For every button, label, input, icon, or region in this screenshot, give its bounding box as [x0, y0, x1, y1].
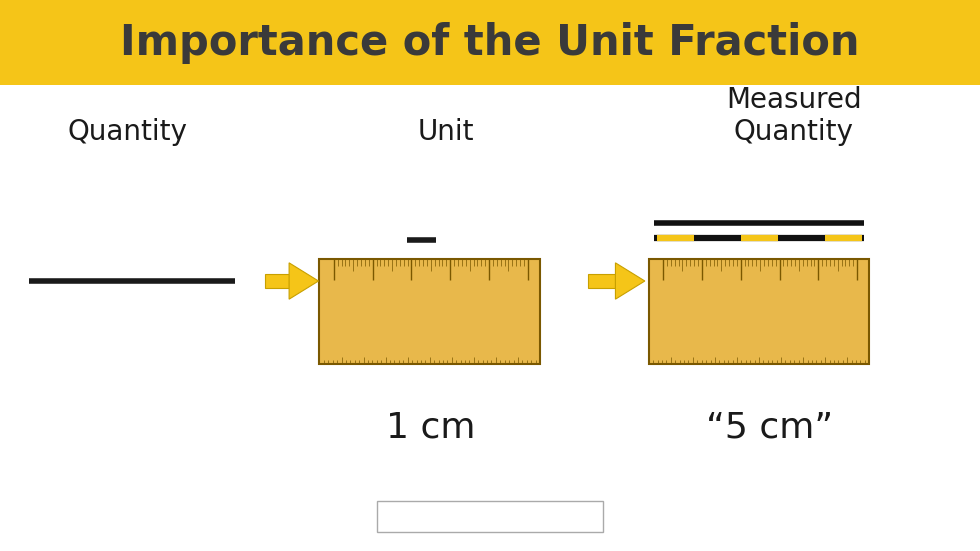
Polygon shape [265, 274, 289, 288]
Text: 1 cm: 1 cm [386, 410, 476, 444]
Text: 300: 300 [319, 338, 333, 344]
Text: 5: 5 [524, 287, 531, 296]
Circle shape [0, 3, 118, 69]
Polygon shape [588, 274, 615, 288]
Polygon shape [615, 263, 645, 299]
Text: 5: 5 [854, 287, 860, 296]
Polygon shape [289, 263, 318, 299]
Text: 1: 1 [369, 287, 375, 296]
Text: 1: 1 [699, 287, 705, 296]
Text: cm: cm [328, 287, 340, 295]
Text: 270: 270 [423, 338, 436, 344]
Text: 4: 4 [486, 287, 492, 296]
FancyBboxPatch shape [0, 0, 980, 85]
Text: 300: 300 [649, 338, 662, 344]
Text: “5 cm”: “5 cm” [706, 410, 833, 444]
Text: 260: 260 [458, 338, 471, 344]
Circle shape [862, 3, 980, 69]
FancyBboxPatch shape [649, 259, 869, 364]
Text: 3: 3 [776, 287, 783, 296]
Text: cm: cm [658, 287, 669, 295]
Text: 280: 280 [717, 338, 731, 344]
Text: Unit: Unit [417, 118, 474, 146]
Text: 270: 270 [753, 338, 765, 344]
Text: 250: 250 [492, 338, 506, 344]
Text: Measured
Quantity: Measured Quantity [726, 85, 861, 146]
Text: 290: 290 [683, 338, 697, 344]
Text: MAKE: MAKE [391, 512, 426, 522]
Text: 4: 4 [815, 287, 821, 296]
Text: 290: 290 [354, 338, 368, 344]
Text: MOMENTS.COM: MOMENTS.COM [490, 512, 577, 522]
Text: MATH: MATH [426, 512, 462, 522]
Text: 0 S: 0 S [858, 338, 868, 344]
FancyBboxPatch shape [319, 259, 540, 364]
Text: 2: 2 [409, 287, 415, 296]
Text: 2: 2 [738, 287, 744, 296]
Text: 3: 3 [447, 287, 454, 296]
Text: 260: 260 [787, 338, 801, 344]
Text: 280: 280 [388, 338, 402, 344]
Text: 250: 250 [821, 338, 835, 344]
FancyBboxPatch shape [377, 501, 603, 532]
Text: Quantity: Quantity [68, 118, 187, 146]
Text: Importance of the Unit Fraction: Importance of the Unit Fraction [121, 21, 859, 64]
Text: 0 S: 0 S [528, 338, 539, 344]
